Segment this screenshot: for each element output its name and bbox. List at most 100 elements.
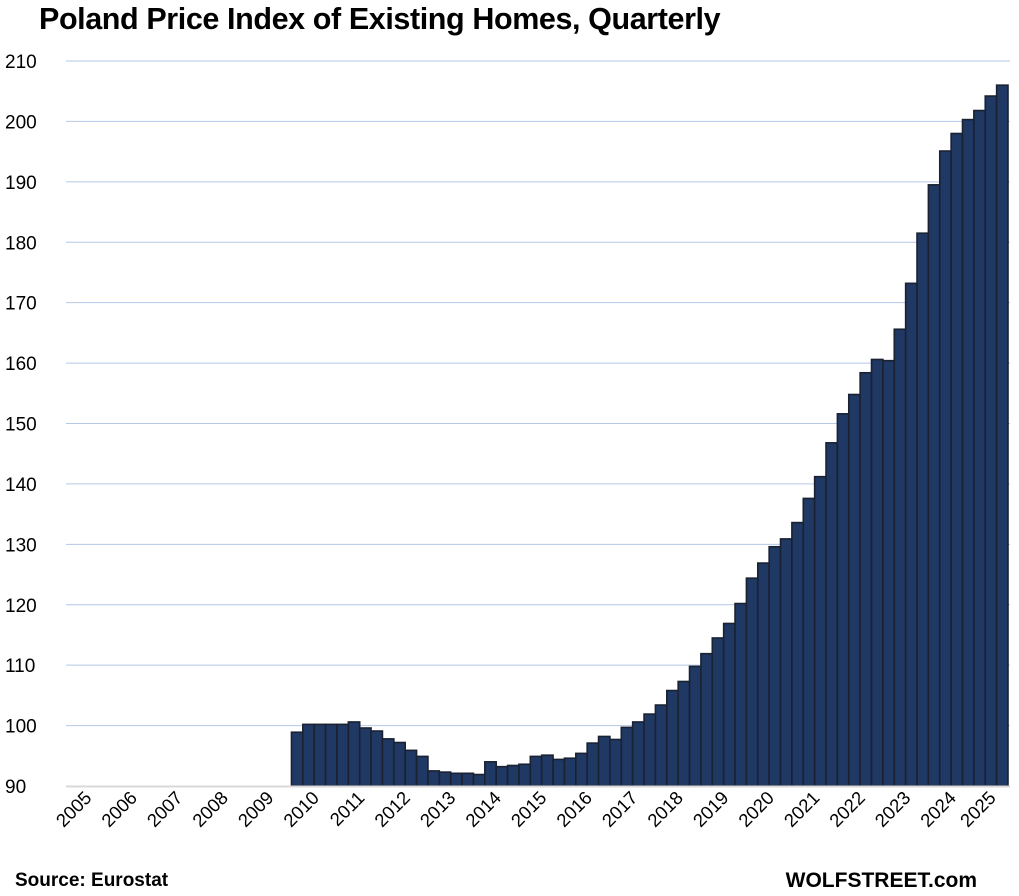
x-tick-label: 2025 xyxy=(956,787,1000,831)
y-tick-label: 190 xyxy=(5,173,37,194)
bar-2011Q1 xyxy=(336,723,350,787)
bar-2020Q3 xyxy=(768,545,782,787)
bar-2024Q1 xyxy=(927,184,941,787)
bar-2018Q4 xyxy=(688,665,702,787)
bar-2013Q4 xyxy=(461,772,475,787)
bar-2016Q1 xyxy=(563,757,577,787)
bar-2020Q2 xyxy=(756,562,770,787)
bar-2012Q3 xyxy=(404,749,418,787)
bar-2010Q3 xyxy=(313,723,327,787)
x-axis-ticks: 2005 2006 2007 2008 2009 2010 2011 2012 2013 2014… xyxy=(52,787,1000,831)
x-tick-label: 2017 xyxy=(598,787,642,831)
chart-title: Poland Price Index of Existing Homes, Qu… xyxy=(39,2,721,36)
y-tick-label: 170 xyxy=(5,294,37,315)
source-note: Source: Eurostat xyxy=(15,870,169,891)
y-tick-label: 150 xyxy=(5,415,37,436)
bar-2014Q2 xyxy=(484,761,497,787)
bar-2018Q2 xyxy=(665,689,679,787)
bar-2017Q4 xyxy=(643,713,657,787)
bar-2010Q4 xyxy=(324,723,338,787)
bar-2011Q4 xyxy=(370,730,384,787)
x-tick-label: 2019 xyxy=(689,787,733,831)
y-tick-label: 200 xyxy=(5,112,37,133)
bar-2020Q4 xyxy=(779,538,793,787)
bar-2016Q4 xyxy=(597,735,611,787)
bar-2010Q2 xyxy=(302,723,316,787)
y-tick-label: 160 xyxy=(5,354,37,375)
x-tick-label: 2022 xyxy=(825,787,869,831)
x-tick-label: 2009 xyxy=(234,787,278,831)
bar-2021Q1 xyxy=(791,521,805,787)
y-tick-label: 130 xyxy=(5,535,37,556)
bar-2014Q1 xyxy=(472,773,486,787)
bar-2024Q2 xyxy=(938,150,952,787)
bar-2015Q1 xyxy=(518,763,532,787)
bar-2024Q3 xyxy=(950,132,964,787)
bar-2018Q1 xyxy=(654,704,668,787)
gridlines xyxy=(66,60,1010,727)
bar-2019Q1 xyxy=(700,652,714,787)
bar-2017Q2 xyxy=(620,726,634,787)
y-tick-label: 140 xyxy=(5,475,37,496)
bar-2014Q3 xyxy=(495,765,509,787)
x-tick-label: 2015 xyxy=(507,787,551,831)
bar-2021Q4 xyxy=(825,442,839,787)
brand-label: WOLFSTREET.com xyxy=(785,869,977,892)
y-tick-label: 210 xyxy=(5,52,37,73)
x-tick-label: 2005 xyxy=(52,787,96,831)
bar-2023Q3 xyxy=(904,282,918,787)
bar-2012Q4 xyxy=(415,755,429,787)
x-tick-label: 2008 xyxy=(188,787,232,831)
bar-2019Q2 xyxy=(711,637,725,787)
bar-2011Q3 xyxy=(358,727,372,787)
bar-2012Q2 xyxy=(393,741,406,787)
x-tick-label: 2021 xyxy=(780,787,824,831)
bar-2013Q3 xyxy=(449,772,463,787)
x-tick-label: 2006 xyxy=(97,787,141,831)
bar-2013Q2 xyxy=(438,771,452,787)
bar-2017Q1 xyxy=(609,738,623,787)
bar-2020Q1 xyxy=(745,577,759,787)
bar-2025Q2 xyxy=(984,95,998,787)
x-tick-label: 2020 xyxy=(734,787,778,831)
x-tick-label: 2024 xyxy=(916,787,960,831)
bar-2015Q3 xyxy=(540,754,554,787)
bar-2017Q3 xyxy=(631,721,645,787)
bars xyxy=(290,84,1009,787)
y-tick-label: 110 xyxy=(5,656,35,677)
y-tick-label: 100 xyxy=(5,717,37,738)
bar-2016Q2 xyxy=(575,752,588,787)
bar-2025Q3 xyxy=(995,84,1009,787)
bar-2022Q4 xyxy=(870,358,884,787)
bar-2025Q1 xyxy=(973,109,987,787)
bar-2018Q3 xyxy=(677,680,691,787)
x-tick-label: 2016 xyxy=(552,787,596,831)
bar-2023Q1 xyxy=(882,359,896,787)
bar-2024Q4 xyxy=(961,118,975,787)
x-tick-label: 2012 xyxy=(370,787,414,831)
x-tick-label: 2023 xyxy=(870,787,914,831)
bar-2013Q1 xyxy=(427,770,441,787)
bar-2021Q3 xyxy=(813,475,827,787)
x-tick-label: 2014 xyxy=(461,787,505,831)
bar-2012Q1 xyxy=(381,738,395,787)
x-tick-label: 2011 xyxy=(326,787,369,830)
bar-2011Q2 xyxy=(347,721,361,787)
y-tick-label: 90 xyxy=(5,777,26,798)
y-axis-ticks: 90 100 110 120 130 140 150 160 170 180 190 200 210 xyxy=(5,52,37,798)
bar-2021Q2 xyxy=(802,497,816,787)
bar-2019Q3 xyxy=(722,622,736,787)
x-tick-label: 2018 xyxy=(643,787,687,831)
bar-2022Q2 xyxy=(847,393,861,787)
bar-2023Q2 xyxy=(893,328,907,787)
bar-2016Q3 xyxy=(586,742,600,787)
bar-2014Q4 xyxy=(506,764,520,787)
y-tick-label: 180 xyxy=(5,233,37,254)
x-tick-label: 2007 xyxy=(143,787,187,831)
bar-2015Q2 xyxy=(529,755,543,787)
x-tick-label: 2010 xyxy=(279,787,323,831)
x-tick-label: 2013 xyxy=(416,787,460,831)
bar-2022Q1 xyxy=(836,413,850,787)
bar-2023Q4 xyxy=(916,232,930,787)
